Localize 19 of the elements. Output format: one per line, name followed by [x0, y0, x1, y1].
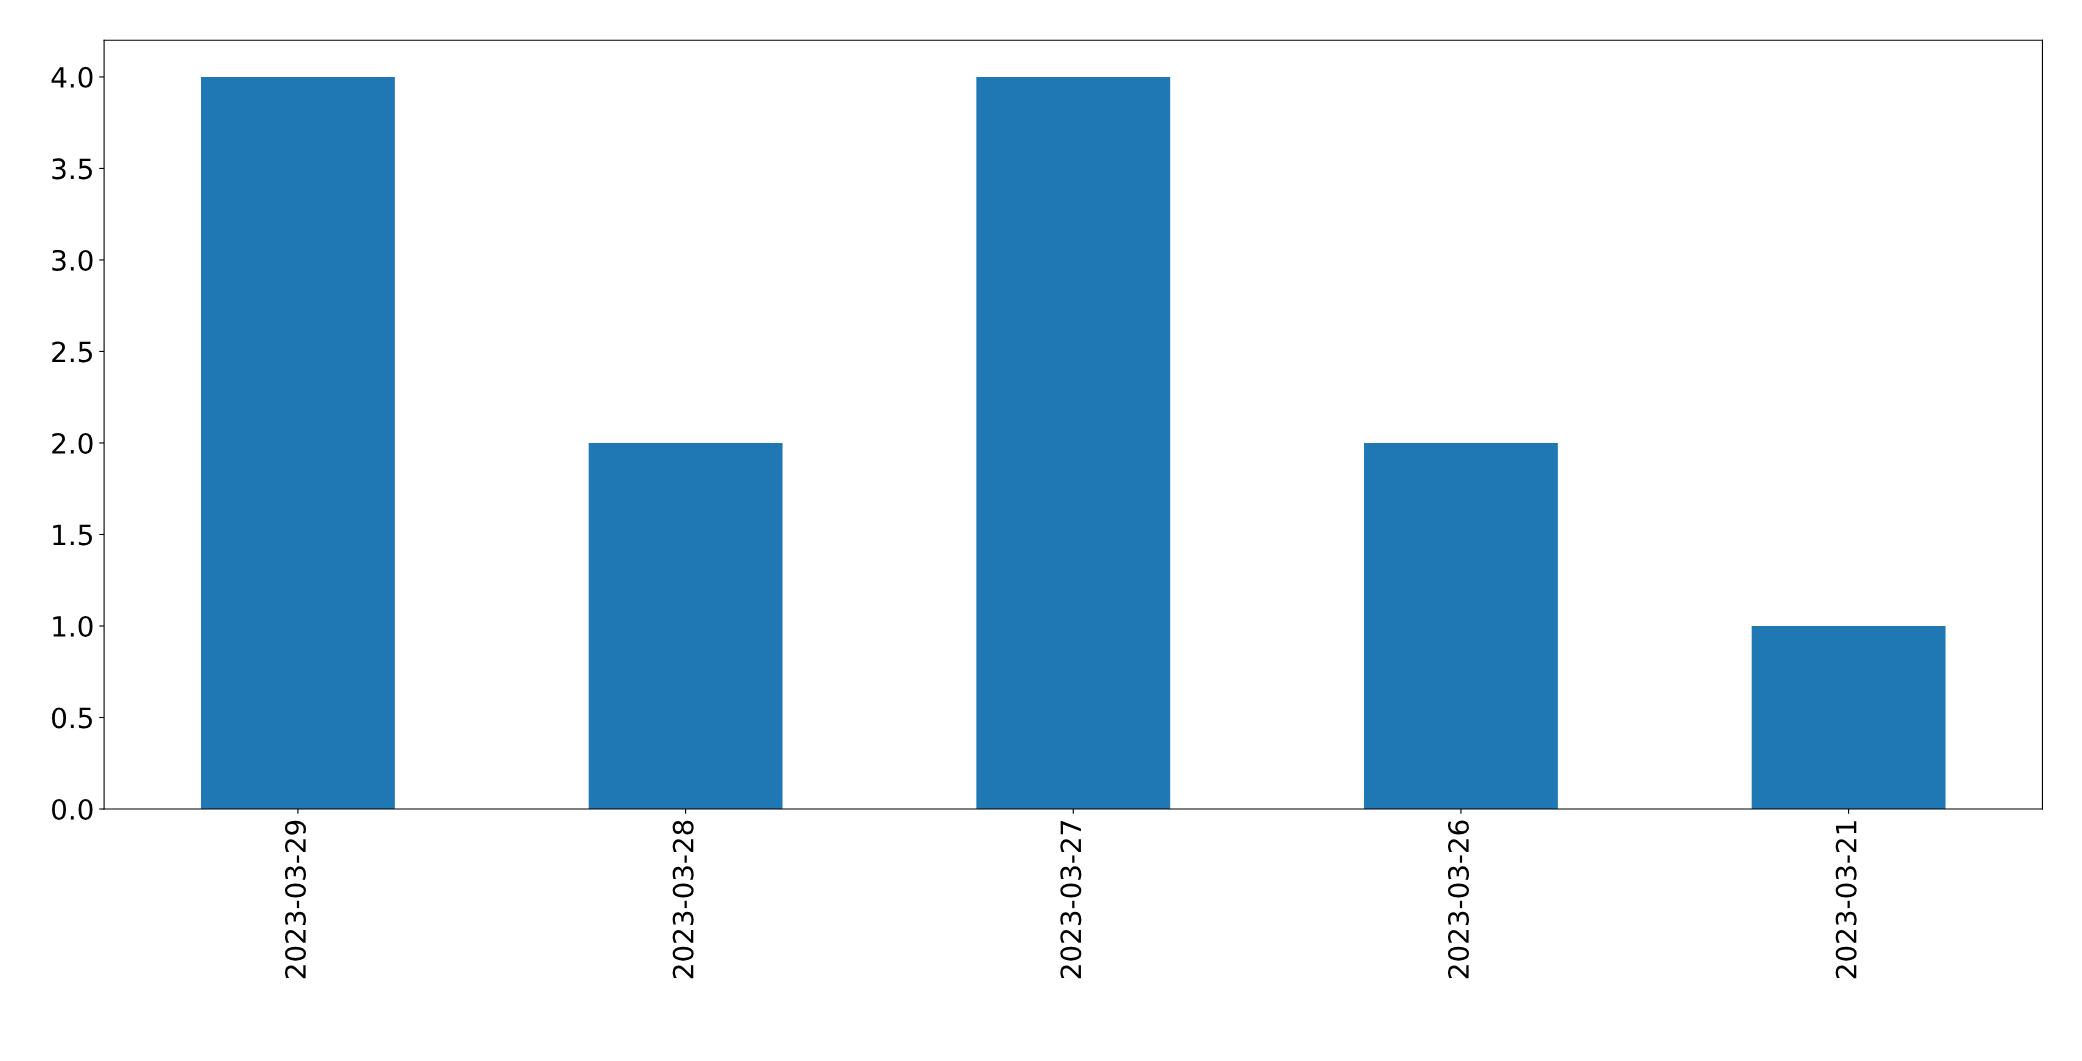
x-tick-label: 2023-03-27 — [1060, 821, 1082, 979]
y-tick-label: 0.0 — [52, 798, 93, 820]
y-tick-label: 3.0 — [52, 249, 93, 271]
y-tick-label: 0.5 — [52, 707, 92, 729]
y-tick-label: 2.0 — [52, 432, 93, 454]
y-tick-label: 1.0 — [53, 615, 93, 637]
bar — [588, 442, 783, 810]
bar — [1751, 625, 1946, 810]
x-tick-label: 2023-03-26 — [1447, 820, 1469, 979]
y-tick-label: 1.5 — [53, 524, 92, 546]
x-tick-label: 2023-03-28 — [672, 820, 694, 979]
y-tick-label: 4.0 — [51, 66, 93, 88]
bar — [976, 76, 1171, 810]
y-tick-label: 2.5 — [52, 341, 92, 363]
x-tick-label: 2023-03-21 — [1835, 821, 1857, 979]
bar — [201, 76, 395, 810]
y-tick-label: 3.5 — [52, 158, 92, 180]
x-tick-label: 2023-03-29 — [284, 820, 306, 979]
bar — [1364, 442, 1558, 810]
